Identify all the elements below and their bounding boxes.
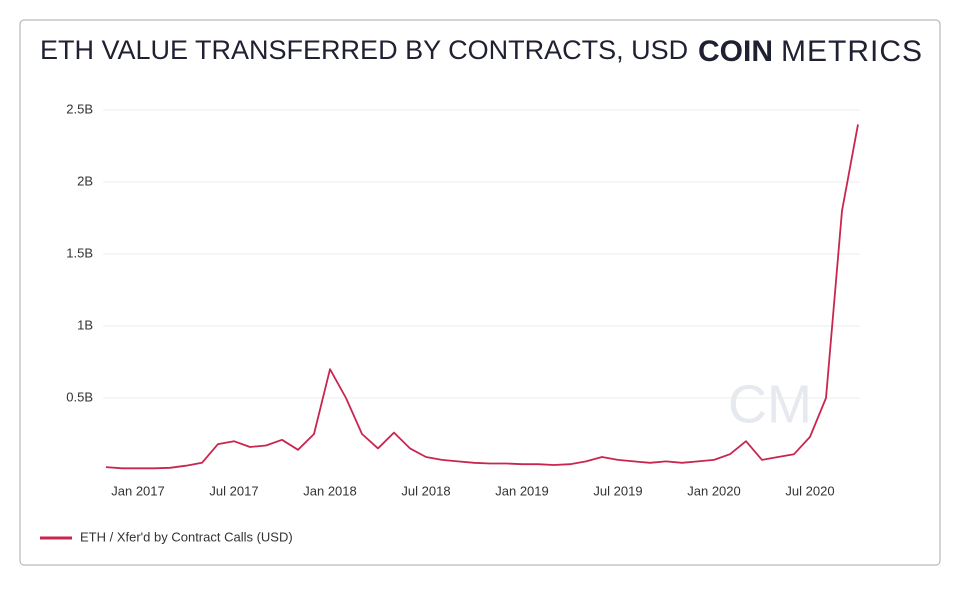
frame <box>19 19 941 566</box>
logo-bold: COIN <box>698 35 773 68</box>
chart-title: ETH VALUE TRANSFERRED BY CONTRACTS, USD <box>40 35 688 65</box>
legend-label: ETH / Xfer'd by Contract Calls (USD) <box>80 529 293 544</box>
y-tick-label: 2.5B <box>66 101 93 116</box>
x-tick-label: Jan 2018 <box>303 483 357 498</box>
data-line <box>105 124 859 470</box>
x-tick-label: Jul 2020 <box>785 483 834 498</box>
x-tick-label: Jan 2017 <box>111 483 165 498</box>
logo-light: METRICS <box>781 35 923 68</box>
y-tick-label: 0.5B <box>66 389 93 404</box>
x-tick-label: Jan 2019 <box>495 483 549 498</box>
y-tick-label: 1B <box>77 317 93 332</box>
x-tick-label: Jan 2020 <box>687 483 741 498</box>
watermark: CM <box>728 374 812 434</box>
x-tick-label: Jul 2017 <box>209 483 258 498</box>
y-tick-label: 1.5B <box>66 245 93 260</box>
y-tick-label: 2B <box>77 173 93 188</box>
x-tick-label: Jul 2019 <box>593 483 642 498</box>
x-tick-label: Jul 2018 <box>401 483 450 498</box>
